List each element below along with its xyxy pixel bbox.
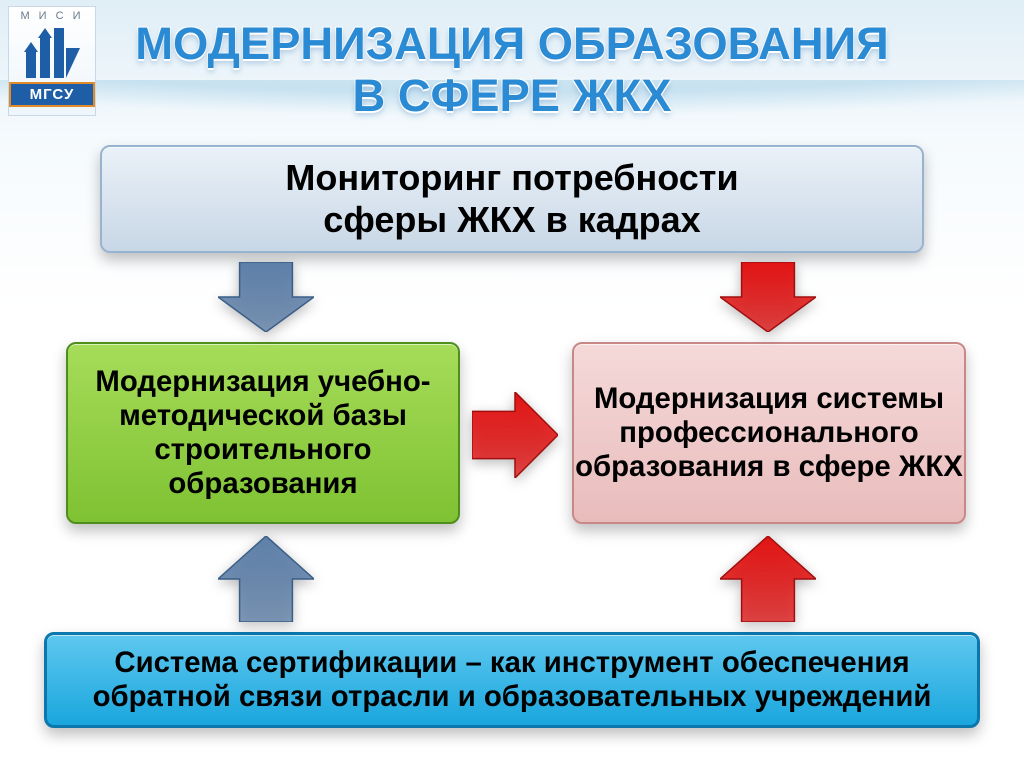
box-method-base-line2: методической базы <box>95 399 430 433</box>
box-prof-education-line3: образования в сфере ЖКХ <box>575 450 963 484</box>
box-method-base-line3: строительного <box>95 433 430 467</box>
box-certification: Система сертификации – как инструмент об… <box>44 632 980 728</box>
box-prof-education: Модернизация системы профессионального о… <box>572 342 966 524</box>
box-certification-line2: обратной связи отрасли и образовательных… <box>93 680 932 714</box>
arrow-up-icon <box>218 536 314 622</box>
title-line1: МОДЕРНИЗАЦИЯ ОБРАЗОВАНИЯ <box>0 18 1024 70</box>
arrow-down-icon <box>218 262 314 332</box>
box-certification-line1: Система сертификации – как инструмент об… <box>93 646 932 680</box>
slide-title: МОДЕРНИЗАЦИЯ ОБРАЗОВАНИЯ В СФЕРЕ ЖКХ <box>0 18 1024 122</box>
box-monitoring-line1: Мониторинг потребности <box>285 157 738 199</box>
box-monitoring: Мониторинг потребности сферы ЖКХ в кадра… <box>100 145 924 253</box>
box-method-base: Модернизация учебно- методической базы с… <box>66 342 460 524</box>
box-method-base-line4: образования <box>95 467 430 501</box>
arrow-up-icon <box>720 536 816 622</box>
box-monitoring-line2: сферы ЖКХ в кадрах <box>285 199 738 241</box>
box-method-base-line1: Модернизация учебно- <box>95 365 430 399</box>
box-prof-education-line1: Модернизация системы <box>575 382 963 416</box>
arrow-right-icon <box>472 392 558 478</box>
title-line2: В СФЕРЕ ЖКХ <box>0 70 1024 122</box>
arrow-down-icon <box>720 262 816 332</box>
box-prof-education-line2: профессионального <box>575 416 963 450</box>
